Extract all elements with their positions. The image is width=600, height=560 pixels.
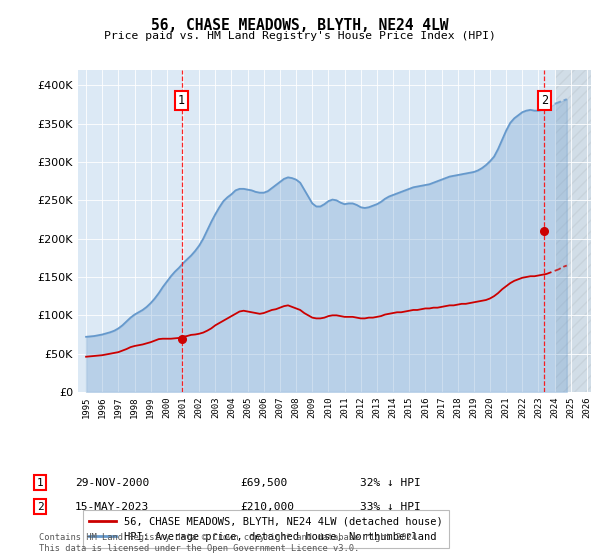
Text: 2: 2 bbox=[541, 94, 548, 107]
Text: 56, CHASE MEADOWS, BLYTH, NE24 4LW: 56, CHASE MEADOWS, BLYTH, NE24 4LW bbox=[151, 18, 449, 33]
Text: Contains HM Land Registry data © Crown copyright and database right 2024.
This d: Contains HM Land Registry data © Crown c… bbox=[39, 533, 422, 553]
Text: Price paid vs. HM Land Registry's House Price Index (HPI): Price paid vs. HM Land Registry's House … bbox=[104, 31, 496, 41]
Text: 32% ↓ HPI: 32% ↓ HPI bbox=[360, 478, 421, 488]
Text: 29-NOV-2000: 29-NOV-2000 bbox=[75, 478, 149, 488]
Text: £69,500: £69,500 bbox=[240, 478, 287, 488]
Text: 15-MAY-2023: 15-MAY-2023 bbox=[75, 502, 149, 512]
Text: 1: 1 bbox=[37, 478, 44, 488]
Bar bbox=[554, 70, 595, 392]
Legend: 56, CHASE MEADOWS, BLYTH, NE24 4LW (detached house), HPI: Average price, detache: 56, CHASE MEADOWS, BLYTH, NE24 4LW (deta… bbox=[83, 510, 449, 548]
Text: 33% ↓ HPI: 33% ↓ HPI bbox=[360, 502, 421, 512]
Text: 1: 1 bbox=[178, 94, 185, 107]
Text: 2: 2 bbox=[37, 502, 44, 512]
Text: £210,000: £210,000 bbox=[240, 502, 294, 512]
